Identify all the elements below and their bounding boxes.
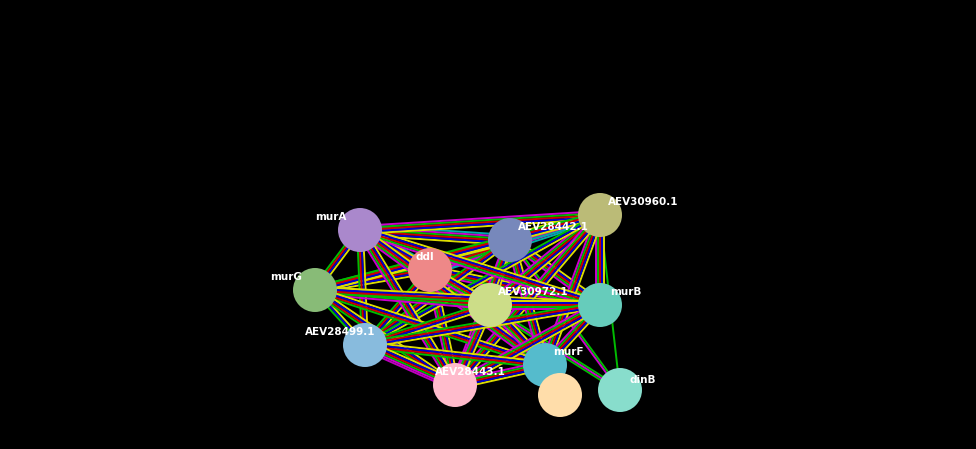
Circle shape [538, 373, 582, 417]
Circle shape [338, 208, 382, 252]
Text: murG: murG [270, 272, 302, 282]
Circle shape [408, 248, 452, 292]
Circle shape [523, 343, 567, 387]
Circle shape [598, 368, 642, 412]
Text: murA: murA [315, 212, 346, 222]
Text: murB: murB [610, 287, 641, 297]
Text: ddl: ddl [415, 252, 433, 262]
Text: murF: murF [553, 347, 584, 357]
Circle shape [488, 218, 532, 262]
Circle shape [578, 193, 622, 237]
Text: dinB: dinB [630, 375, 657, 385]
Text: AEV28443.1: AEV28443.1 [435, 367, 506, 377]
Text: AEV28442.1: AEV28442.1 [518, 222, 589, 232]
Text: AEV30960.1: AEV30960.1 [608, 197, 678, 207]
Circle shape [468, 283, 512, 327]
Circle shape [343, 323, 387, 367]
Circle shape [433, 363, 477, 407]
Text: AEV28499.1: AEV28499.1 [305, 327, 376, 337]
Circle shape [293, 268, 337, 312]
Text: AEV30972.1: AEV30972.1 [498, 287, 569, 297]
Circle shape [578, 283, 622, 327]
